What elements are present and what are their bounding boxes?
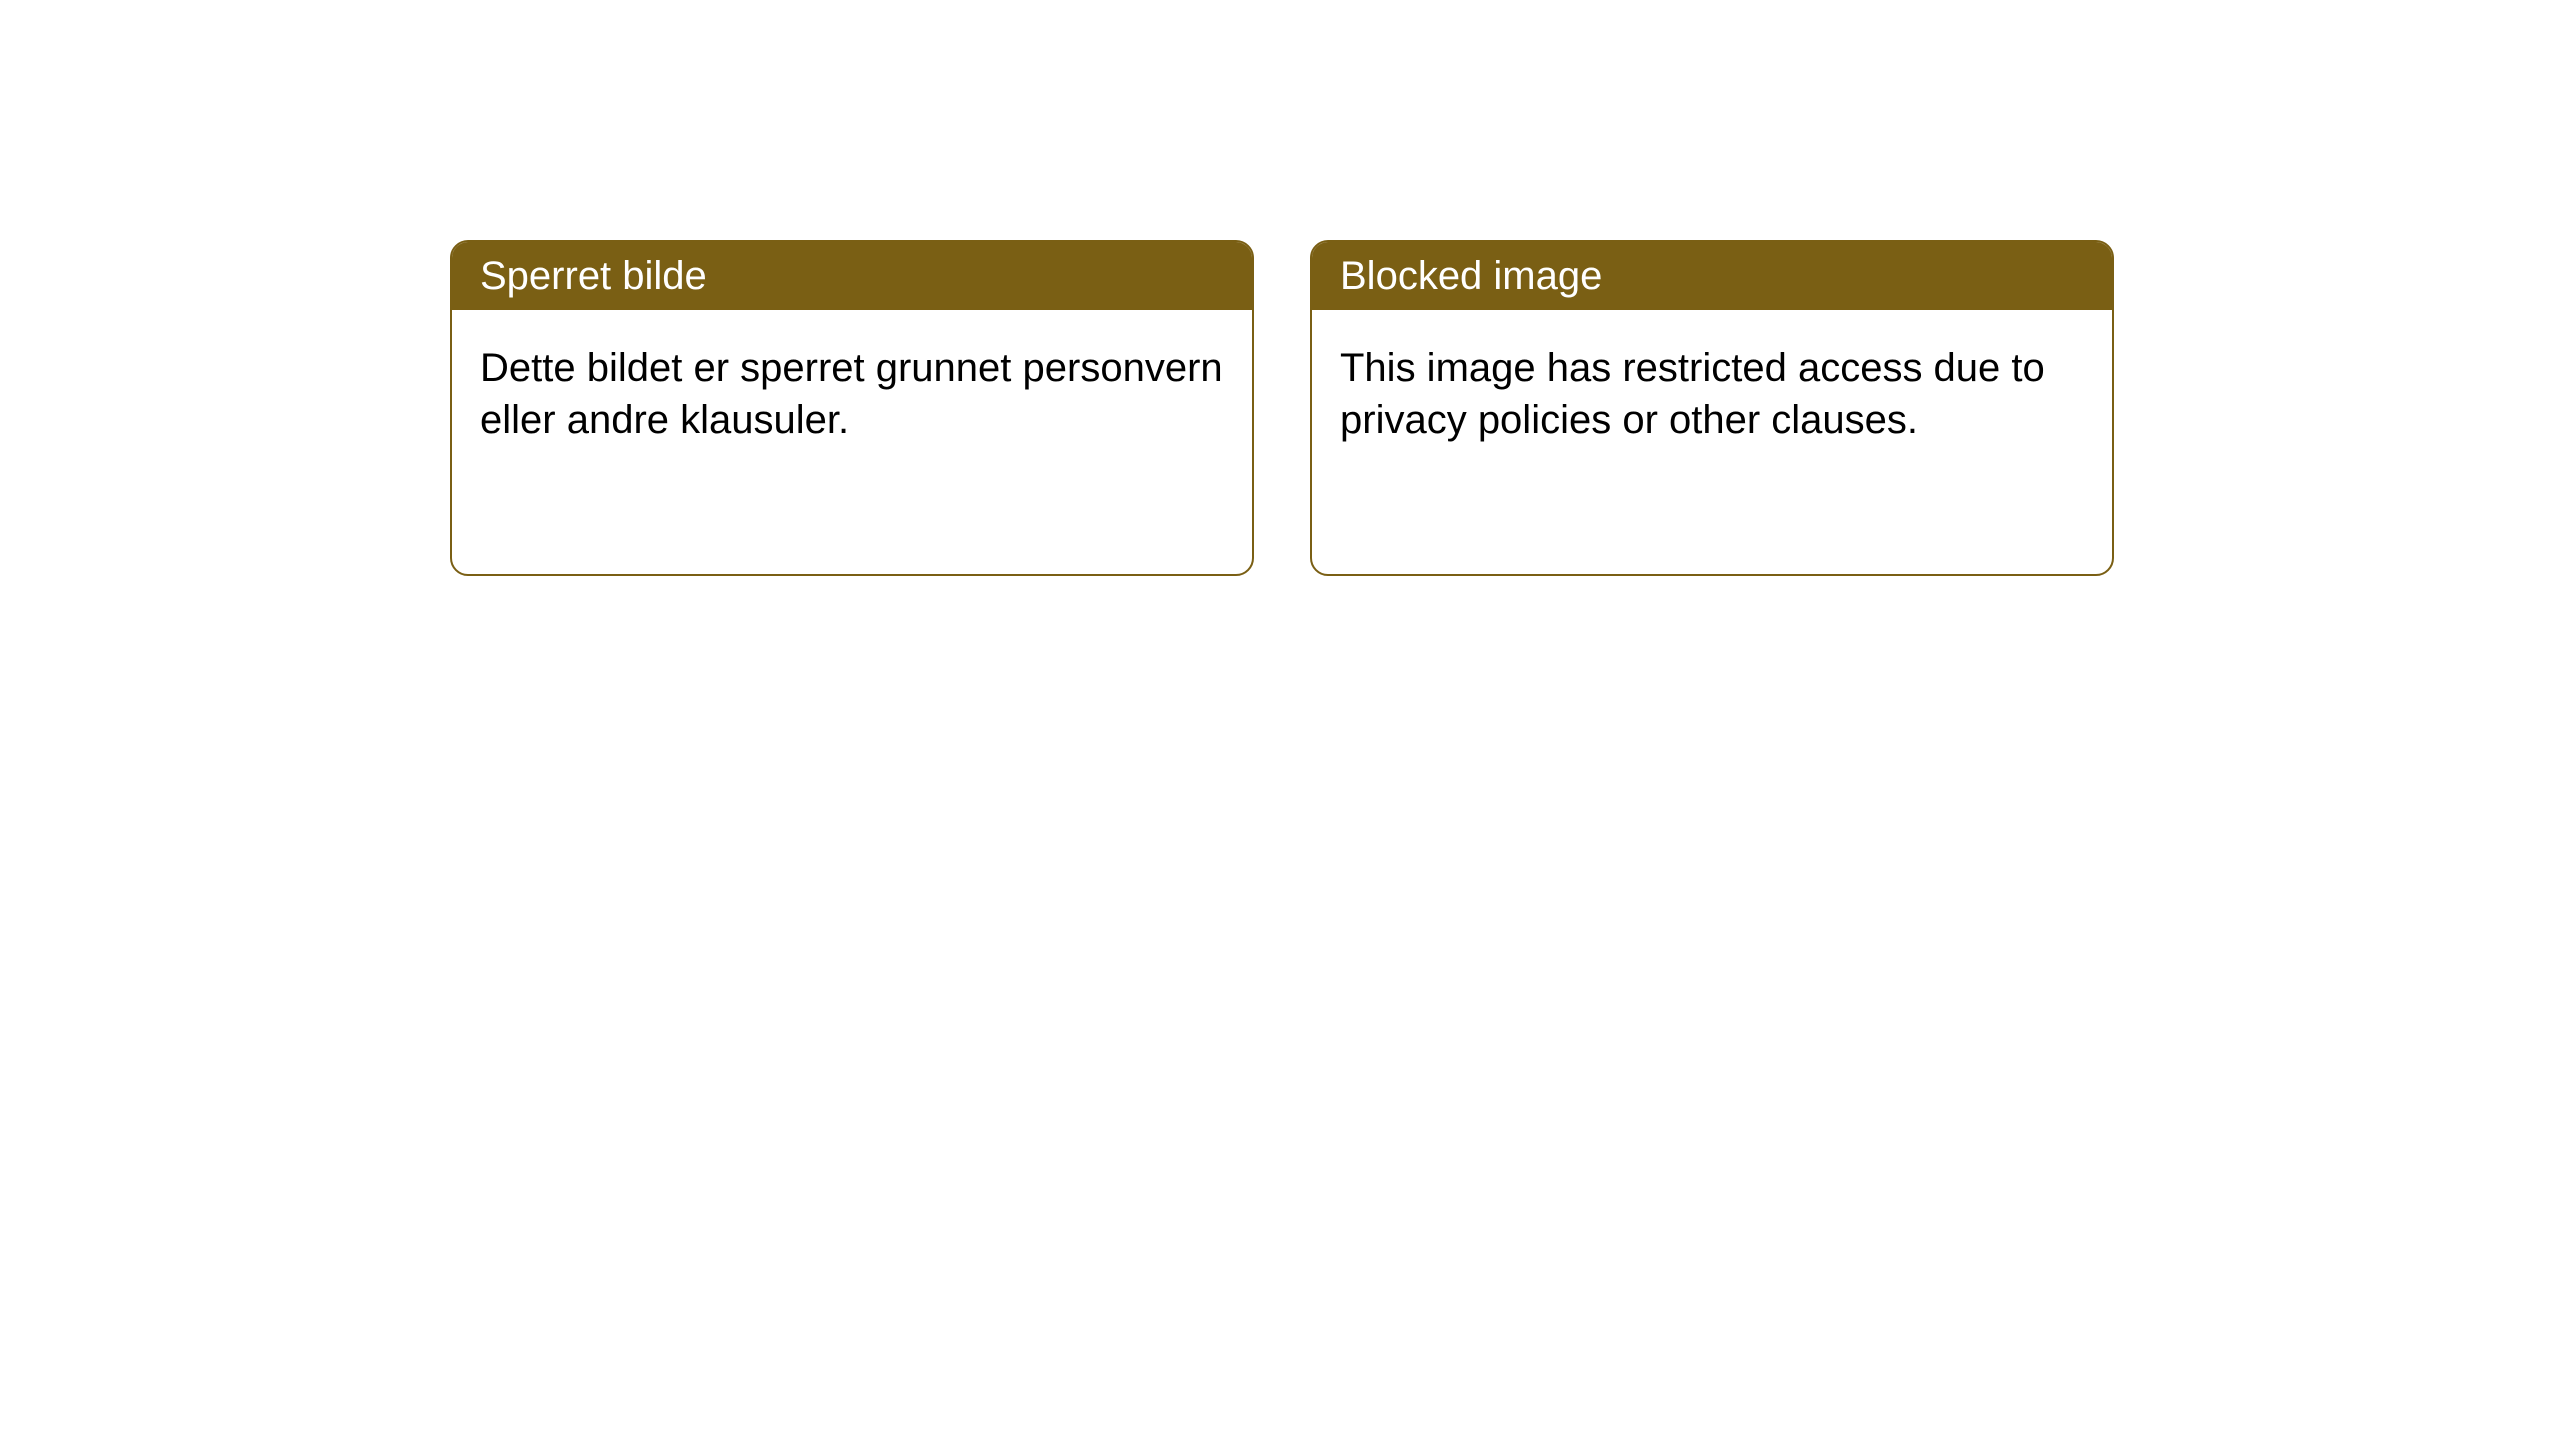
card-body-no: Dette bildet er sperret grunnet personve… — [452, 310, 1252, 478]
card-body-en: This image has restricted access due to … — [1312, 310, 2112, 478]
blocked-image-card-en: Blocked image This image has restricted … — [1310, 240, 2114, 576]
card-header-en: Blocked image — [1312, 242, 2112, 310]
cards-container: Sperret bilde Dette bildet er sperret gr… — [0, 0, 2560, 576]
card-header-no: Sperret bilde — [452, 242, 1252, 310]
blocked-image-card-no: Sperret bilde Dette bildet er sperret gr… — [450, 240, 1254, 576]
